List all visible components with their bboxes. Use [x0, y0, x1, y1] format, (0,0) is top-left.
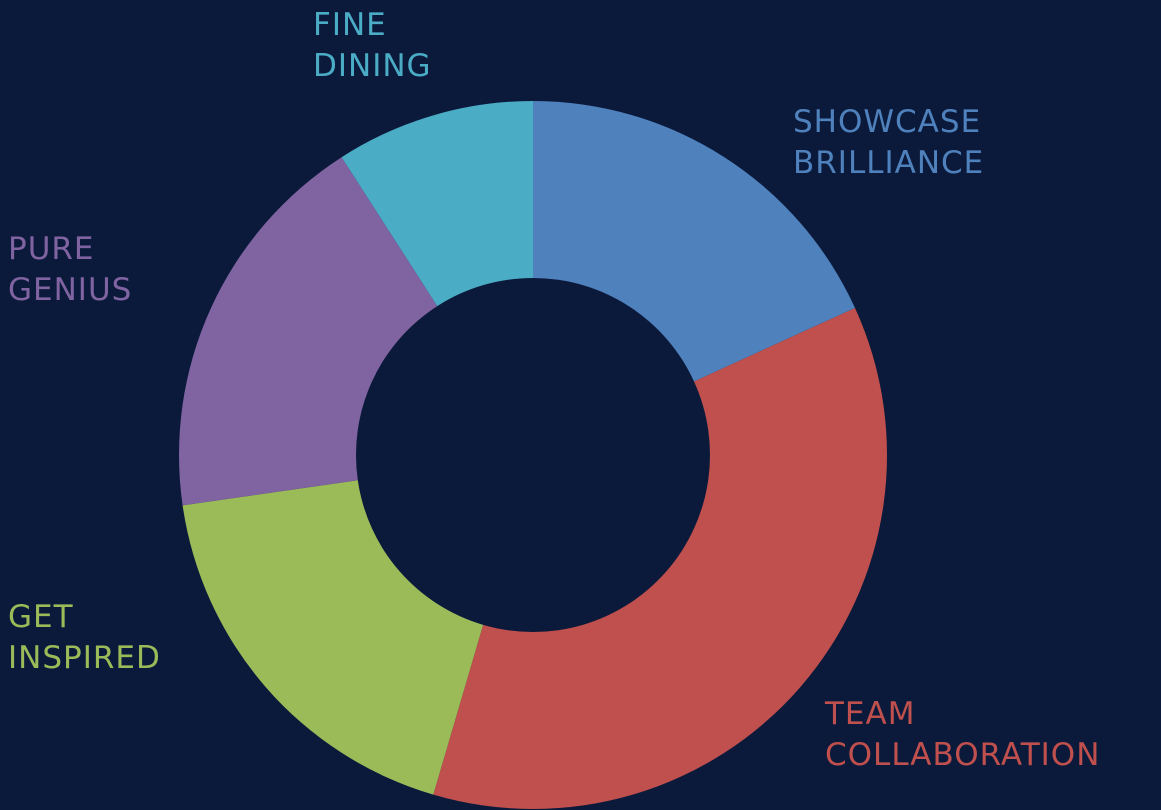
donut-segment	[178, 157, 438, 506]
donut-segment	[533, 101, 856, 382]
segment-label: SHOWCASE BRILLIANCE	[793, 104, 984, 181]
segment-label: PURE GENIUS	[8, 231, 132, 308]
segment-label: GET INSPIRED	[8, 599, 161, 676]
segment-label: TEAM COLLABORATION	[824, 696, 1100, 773]
donut-segment	[182, 480, 484, 795]
donut-segment	[433, 307, 887, 809]
donut-segment	[341, 101, 533, 307]
segment-label: FINE DINING	[313, 7, 432, 84]
